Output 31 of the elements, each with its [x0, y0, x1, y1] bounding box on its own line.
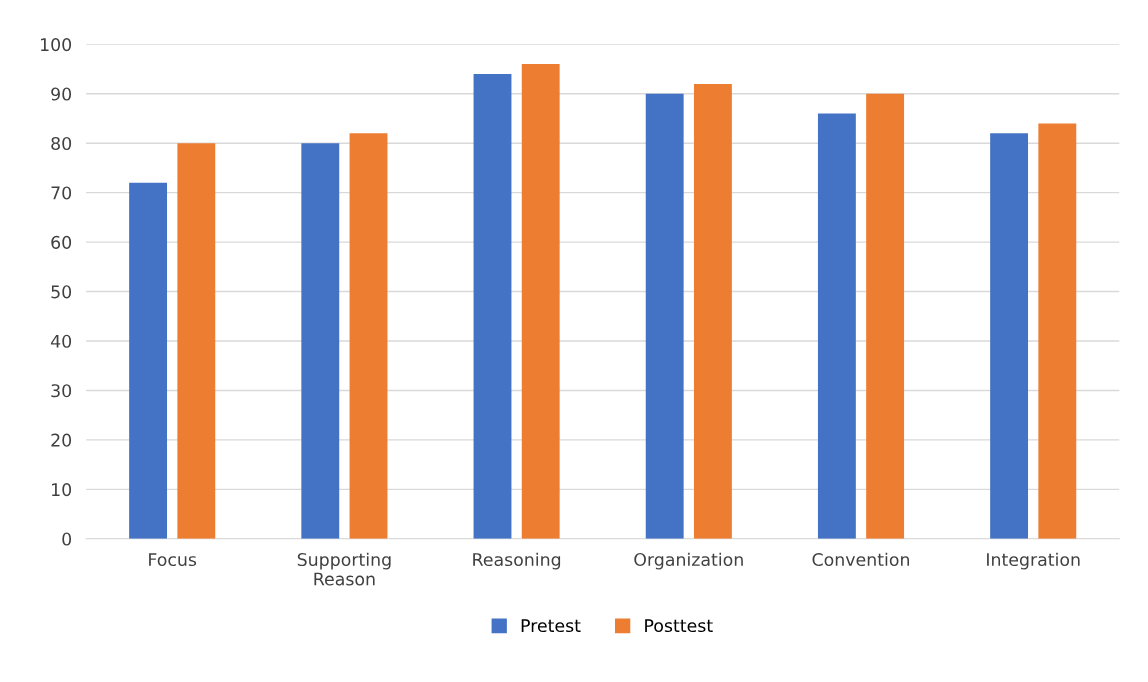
- y-tick-label: 20: [51, 433, 72, 447]
- y-tick-label: 100: [40, 38, 72, 52]
- x-tick-label: Convention: [812, 552, 910, 567]
- legend-label: Pretest: [521, 619, 581, 633]
- x-tick-label: Integration: [987, 552, 1080, 570]
- bar: [177, 143, 216, 539]
- bar: [521, 64, 560, 539]
- y-tick-label: 0: [62, 532, 72, 546]
- y-tick-label: 50: [51, 285, 72, 299]
- y-tick-label: 80: [51, 136, 72, 151]
- bar: [349, 133, 388, 539]
- x-tick-label: Focus: [149, 553, 197, 567]
- y-tick-label: 30: [51, 384, 72, 398]
- bar: [129, 182, 168, 539]
- bar: [1038, 123, 1077, 539]
- y-tick-label: 60: [51, 235, 72, 249]
- x-tick-label: Organization: [634, 552, 743, 570]
- x-tick-label: Supporting Reason: [297, 552, 391, 586]
- y-tick-label: 10: [52, 483, 72, 497]
- bar: [645, 93, 684, 539]
- bar: [301, 143, 340, 539]
- bar: [473, 74, 512, 539]
- legend-label: Posttest: [645, 619, 713, 633]
- bar: [817, 113, 856, 539]
- bar: [866, 93, 905, 539]
- bar: [990, 133, 1029, 539]
- x-tick-label: Reasoning: [473, 552, 561, 570]
- bar: [693, 83, 732, 539]
- y-tick-label: 70: [51, 186, 72, 200]
- y-tick-label: 40: [50, 334, 72, 348]
- y-tick-label: 90: [51, 87, 72, 101]
